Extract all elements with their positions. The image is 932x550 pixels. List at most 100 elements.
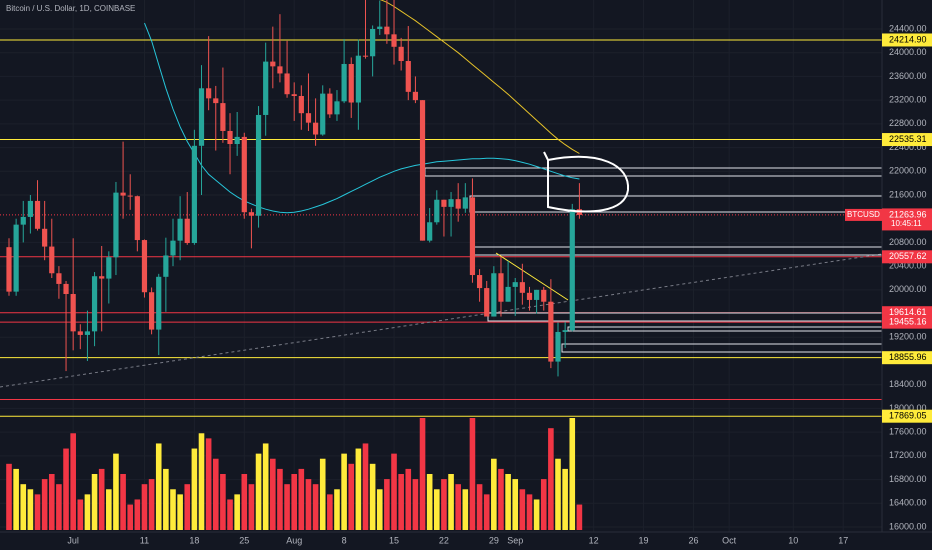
candle-body bbox=[412, 91, 419, 101]
volume-bar bbox=[519, 489, 526, 530]
volume-bar bbox=[234, 494, 240, 530]
volume-bar bbox=[505, 474, 511, 530]
y-tick-label: 20400.00 bbox=[889, 261, 927, 271]
x-tick-label: Sep bbox=[507, 535, 523, 545]
x-tick-label: 22 bbox=[439, 535, 449, 545]
candle-body bbox=[70, 294, 76, 332]
candle-body bbox=[156, 276, 162, 330]
candle-body bbox=[491, 273, 497, 317]
volume-bar bbox=[312, 484, 319, 530]
volume-bar bbox=[555, 458, 561, 530]
y-tick-label: 24400.00 bbox=[889, 23, 927, 33]
volume-bar bbox=[70, 433, 76, 530]
candle-body bbox=[149, 292, 155, 330]
symbol-label: BTCUSD bbox=[847, 210, 880, 219]
volume-bar bbox=[483, 494, 490, 530]
level-label-box bbox=[882, 409, 932, 423]
level-label-box bbox=[882, 133, 932, 147]
volume-bar bbox=[391, 453, 397, 530]
volume-bar bbox=[512, 479, 519, 530]
volume-bar bbox=[34, 494, 41, 530]
candle-body bbox=[498, 273, 504, 302]
level-label: 19455.16 bbox=[889, 317, 927, 327]
candle-body bbox=[120, 192, 126, 196]
candle-body bbox=[277, 66, 283, 74]
candle-body bbox=[141, 240, 148, 293]
candle-body bbox=[526, 292, 533, 300]
volume-bar bbox=[355, 448, 362, 530]
level-label-box bbox=[882, 315, 932, 329]
volume-bar bbox=[562, 468, 568, 530]
candle-body bbox=[220, 103, 226, 131]
candle-body bbox=[362, 55, 369, 57]
volume-bar bbox=[426, 474, 433, 530]
volume-bar bbox=[476, 484, 483, 530]
volume-bar bbox=[77, 499, 84, 530]
level-label: 19614.61 bbox=[889, 307, 927, 317]
y-tick-label: 18400.00 bbox=[889, 379, 927, 389]
volume-bar bbox=[141, 484, 148, 530]
candle-body bbox=[384, 26, 390, 35]
candle-body bbox=[163, 255, 169, 277]
candle-body bbox=[27, 200, 33, 217]
x-tick-label: Jul bbox=[67, 535, 79, 545]
candle-body bbox=[534, 289, 540, 300]
candle-body bbox=[84, 331, 91, 335]
candle-body bbox=[191, 145, 197, 244]
volume-bar bbox=[91, 474, 98, 530]
candle-body bbox=[398, 46, 404, 62]
volume-bar bbox=[362, 443, 369, 530]
volume-bar bbox=[491, 458, 497, 530]
candle-body bbox=[427, 222, 433, 241]
volume-bar bbox=[448, 474, 454, 530]
candle-body bbox=[505, 286, 511, 302]
volume-bar bbox=[277, 468, 283, 530]
volume-bar bbox=[405, 468, 412, 530]
candle-body bbox=[56, 273, 62, 284]
y-tick-label: 22000.00 bbox=[889, 166, 927, 176]
volume-bar bbox=[177, 494, 183, 530]
countdown-label: 10:45:11 bbox=[891, 219, 922, 228]
y-tick-label: 19200.00 bbox=[889, 332, 927, 342]
volume-bar bbox=[576, 504, 583, 530]
volume-bar bbox=[462, 489, 469, 530]
y-tick-label: 17200.00 bbox=[889, 450, 927, 460]
volume-bar bbox=[84, 494, 91, 530]
candle-body bbox=[484, 288, 490, 317]
volume-bar bbox=[98, 468, 105, 530]
candle-body bbox=[455, 199, 461, 209]
y-tick-label: 23200.00 bbox=[889, 95, 927, 105]
candle-body bbox=[99, 276, 105, 279]
volume-bar bbox=[163, 468, 169, 530]
volume-bar bbox=[327, 494, 333, 530]
candle-body bbox=[355, 55, 361, 103]
candle-body bbox=[248, 212, 255, 216]
price-box bbox=[882, 208, 932, 231]
candle-body bbox=[548, 301, 554, 362]
level-label-box bbox=[882, 250, 932, 264]
candle-body bbox=[441, 199, 447, 207]
candle-body bbox=[113, 192, 119, 258]
volume-bar bbox=[533, 499, 540, 530]
level-label: 24214.90 bbox=[889, 34, 927, 44]
volume-bar bbox=[441, 479, 447, 530]
candle-body bbox=[476, 275, 483, 289]
x-tick-label: 12 bbox=[589, 535, 599, 545]
y-tick-label: 16800.00 bbox=[889, 474, 927, 484]
candle-body bbox=[6, 247, 12, 292]
volume-bar bbox=[291, 474, 297, 530]
volume-bar bbox=[220, 474, 226, 530]
candle-body bbox=[291, 94, 297, 96]
candle-body bbox=[327, 93, 333, 115]
candle-body bbox=[341, 63, 347, 102]
volume-bar bbox=[412, 479, 419, 530]
candle-body bbox=[184, 218, 190, 244]
axis-layer: 24400.00 24000.00 23600.00 23200.00 22800.00… bbox=[67, 23, 932, 545]
candle-body bbox=[312, 122, 319, 135]
candle-body bbox=[198, 88, 205, 146]
candle-body bbox=[555, 331, 561, 362]
y-tick-label: 21600.00 bbox=[889, 189, 927, 199]
volume-bar bbox=[376, 489, 383, 530]
